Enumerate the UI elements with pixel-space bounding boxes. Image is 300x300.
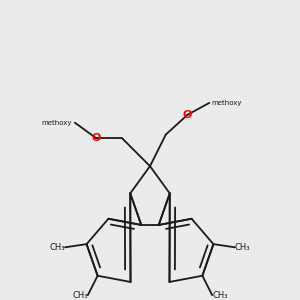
Text: methoxy: methoxy (41, 120, 72, 126)
Text: CH₃: CH₃ (235, 243, 250, 252)
Text: O: O (183, 110, 192, 120)
Text: methoxy: methoxy (211, 100, 242, 106)
Text: CH₃: CH₃ (212, 291, 228, 300)
Text: CH₃: CH₃ (50, 243, 65, 252)
Text: O: O (92, 134, 101, 143)
Text: CH₃: CH₃ (72, 291, 88, 300)
